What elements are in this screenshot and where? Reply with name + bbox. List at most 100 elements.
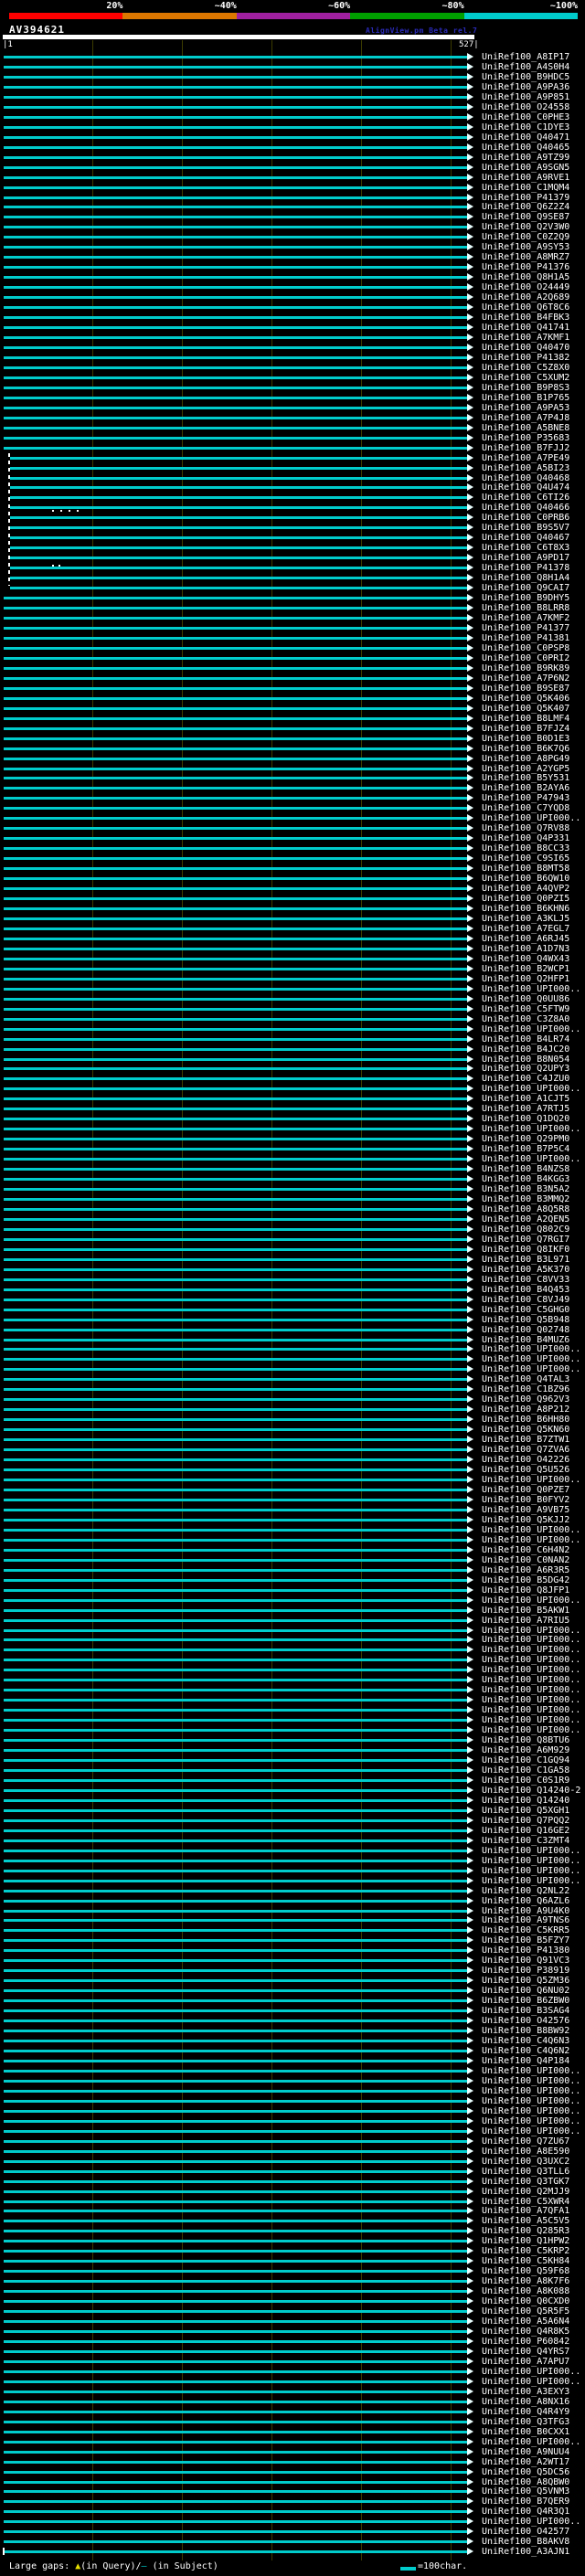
- alignment-bar[interactable]: [4, 2030, 467, 2033]
- subject-label[interactable]: UniRef100_Q1DQ20: [482, 1114, 570, 1125]
- subject-label[interactable]: UniRef100_Q5B948: [482, 1314, 570, 1325]
- subject-label[interactable]: UniRef100_UPI000..: [482, 1865, 581, 1876]
- alignment-bar[interactable]: [10, 486, 467, 490]
- alignment-bar[interactable]: [4, 1679, 467, 1682]
- subject-label[interactable]: UniRef100_B3L971: [482, 1254, 570, 1265]
- alignment-bar[interactable]: [4, 1428, 467, 1432]
- subject-label[interactable]: UniRef100_Q5KN60: [482, 1425, 570, 1436]
- alignment-bar[interactable]: [4, 2310, 467, 2314]
- subject-label[interactable]: UniRef100_B0FYV2: [482, 1494, 570, 1505]
- alignment-bar[interactable]: [10, 577, 467, 580]
- subject-label[interactable]: UniRef100_C8VV33: [482, 1274, 570, 1285]
- subject-label[interactable]: UniRef100_A8MRZ7: [482, 252, 570, 263]
- alignment-bar[interactable]: [4, 827, 467, 831]
- alignment-bar[interactable]: [4, 2420, 467, 2423]
- alignment-bar[interactable]: [4, 927, 467, 930]
- subject-label[interactable]: UniRef100_P41382: [482, 352, 570, 363]
- subject-label[interactable]: UniRef100_C4JZU0: [482, 1074, 570, 1085]
- alignment-bar[interactable]: [4, 396, 467, 399]
- subject-label[interactable]: UniRef100_A9P851: [482, 91, 570, 102]
- alignment-bar[interactable]: [4, 115, 467, 119]
- alignment-bar[interactable]: [10, 587, 467, 590]
- subject-label[interactable]: UniRef100_Q6AZL6: [482, 1895, 570, 1906]
- alignment-bar[interactable]: [4, 2230, 467, 2233]
- subject-label[interactable]: UniRef100_Q5ZM36: [482, 1976, 570, 1987]
- alignment-bar[interactable]: [4, 887, 467, 891]
- alignment-bar[interactable]: [4, 1277, 467, 1281]
- alignment-bar[interactable]: [4, 376, 467, 379]
- subject-label[interactable]: UniRef100_A8Q5R8: [482, 1203, 570, 1214]
- subject-label[interactable]: UniRef100_Q5DC56: [482, 2466, 570, 2477]
- alignment-bar[interactable]: [4, 1959, 467, 1963]
- alignment-bar[interactable]: [10, 476, 467, 480]
- subject-label[interactable]: UniRef100_B6KHN6: [482, 904, 570, 915]
- alignment-bar[interactable]: [4, 2009, 467, 2013]
- subject-label[interactable]: UniRef100_UPI000..: [482, 2095, 581, 2106]
- alignment-bar[interactable]: [4, 216, 467, 219]
- subject-label[interactable]: UniRef100_Q7ZU67: [482, 2136, 570, 2147]
- alignment-bar[interactable]: [4, 1788, 467, 1792]
- alignment-bar[interactable]: [10, 496, 467, 500]
- alignment-bar[interactable]: [4, 1267, 467, 1271]
- subject-label[interactable]: UniRef100_O42226: [482, 1455, 570, 1466]
- alignment-bar[interactable]: [4, 56, 467, 58]
- subject-label[interactable]: UniRef100_C1DYE3: [482, 122, 570, 133]
- alignment-bar[interactable]: [4, 2359, 467, 2363]
- subject-label[interactable]: UniRef100_C5KRR5: [482, 1925, 570, 1936]
- subject-label[interactable]: UniRef100_UPI000..: [482, 1665, 581, 1676]
- subject-label[interactable]: UniRef100_UPI000..: [482, 983, 581, 994]
- alignment-bar[interactable]: [4, 1188, 467, 1192]
- subject-label[interactable]: UniRef100_Q2NL22: [482, 1885, 570, 1896]
- alignment-bar[interactable]: [4, 366, 467, 369]
- alignment-bar[interactable]: [4, 2390, 467, 2393]
- alignment-bar[interactable]: [4, 947, 467, 950]
- alignment-bar[interactable]: [4, 686, 467, 690]
- subject-label[interactable]: UniRef100_Q40467: [482, 533, 570, 544]
- subject-label[interactable]: UniRef100_B7QER9: [482, 2496, 570, 2507]
- alignment-bar[interactable]: [4, 1338, 467, 1341]
- subject-label[interactable]: UniRef100_B4KGG3: [482, 1174, 570, 1185]
- subject-label[interactable]: UniRef100_A9NUU4: [482, 2446, 570, 2457]
- alignment-bar[interactable]: [4, 897, 467, 901]
- alignment-bar[interactable]: [4, 1729, 467, 1733]
- subject-label[interactable]: UniRef100_B6K7Q6: [482, 743, 570, 754]
- subject-label[interactable]: UniRef100_Q5U526: [482, 1465, 570, 1476]
- alignment-bar[interactable]: [4, 2260, 467, 2263]
- alignment-bar[interactable]: [4, 1689, 467, 1692]
- subject-label[interactable]: UniRef100_B3N5A2: [482, 1184, 570, 1195]
- alignment-bar[interactable]: [4, 1598, 467, 1602]
- subject-label[interactable]: UniRef100_Q16GE2: [482, 1825, 570, 1836]
- subject-label[interactable]: UniRef100_C1MQM4: [482, 182, 570, 193]
- subject-label[interactable]: UniRef100_UPI000..: [482, 2436, 581, 2447]
- subject-label[interactable]: UniRef100_A9PA36: [482, 81, 570, 92]
- subject-label[interactable]: UniRef100_B5FZY7: [482, 1935, 570, 1946]
- alignment-bar[interactable]: [4, 627, 467, 630]
- alignment-bar[interactable]: [4, 2139, 467, 2143]
- subject-label[interactable]: UniRef100_Q3TFG3: [482, 2416, 570, 2427]
- subject-label[interactable]: UniRef100_B9SE87: [482, 683, 570, 694]
- alignment-bar[interactable]: [4, 1879, 467, 1882]
- alignment-bar[interactable]: [10, 526, 467, 530]
- subject-label[interactable]: UniRef100_A8IP17: [482, 52, 570, 62]
- subject-label[interactable]: UniRef100_A9PD17: [482, 553, 570, 564]
- subject-label[interactable]: UniRef100_A9U4K0: [482, 1905, 570, 1916]
- alignment-bar[interactable]: [4, 1498, 467, 1501]
- alignment-bar[interactable]: [4, 1618, 467, 1622]
- alignment-bar[interactable]: [4, 696, 467, 700]
- alignment-bar[interactable]: [4, 426, 467, 429]
- alignment-bar[interactable]: [4, 997, 467, 1001]
- subject-label[interactable]: UniRef100_B7ZTW1: [482, 1435, 570, 1446]
- alignment-bar[interactable]: [4, 2400, 467, 2403]
- alignment-bar[interactable]: [4, 2099, 467, 2103]
- subject-label[interactable]: UniRef100_Q8IKF0: [482, 1244, 570, 1255]
- subject-label[interactable]: UniRef100_Q40470: [482, 342, 570, 353]
- subject-label[interactable]: UniRef100_C1GA58: [482, 1765, 570, 1776]
- subject-label[interactable]: UniRef100_A7KMF2: [482, 613, 570, 624]
- subject-label[interactable]: UniRef100_Q02748: [482, 1324, 570, 1335]
- alignment-bar[interactable]: [4, 1067, 467, 1071]
- alignment-bar[interactable]: [4, 135, 467, 139]
- alignment-bar[interactable]: [4, 2510, 467, 2514]
- alignment-bar[interactable]: [4, 917, 467, 920]
- alignment-bar[interactable]: [4, 1949, 467, 1953]
- alignment-bar[interactable]: [4, 1479, 467, 1482]
